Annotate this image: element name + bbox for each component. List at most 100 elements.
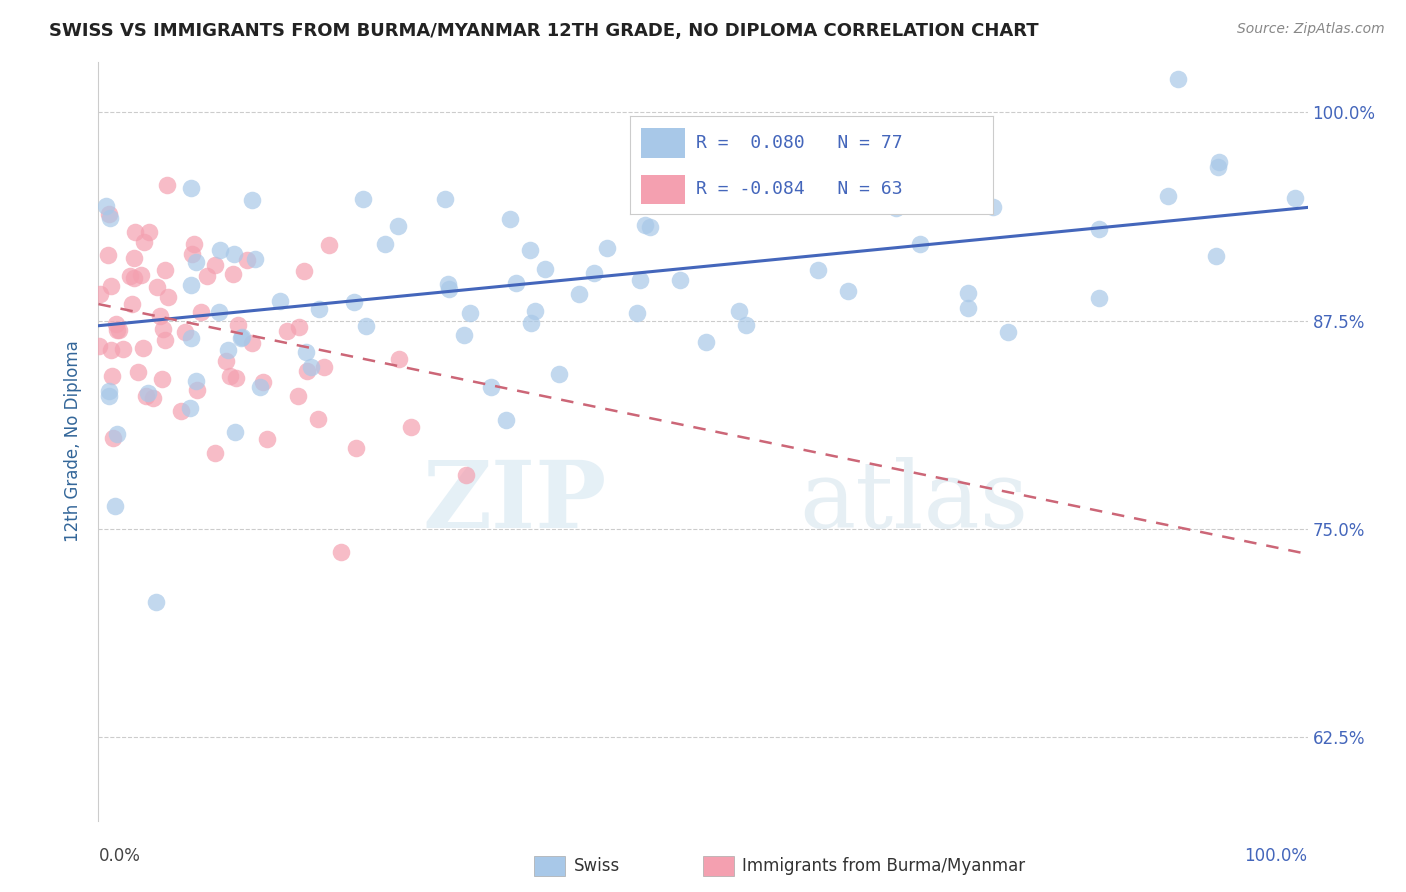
Point (388, 352, 411, 367)
Point (287, 389, 309, 403)
Point (100, 369, 122, 384)
Text: atlas: atlas (800, 458, 1029, 547)
Point (226, 318, 249, 332)
Text: Source: ZipAtlas.com: Source: ZipAtlas.com (1237, 22, 1385, 37)
Point (249, 379, 271, 393)
Point (956, 301, 979, 316)
Point (1088, 221, 1111, 235)
Point (127, 365, 149, 379)
Point (122, 251, 145, 265)
Point (100, 278, 122, 293)
Point (98, 207, 121, 221)
Text: 100.0%: 100.0% (1244, 847, 1308, 865)
Point (145, 595, 167, 609)
Point (495, 413, 517, 427)
Point (318, 238, 340, 252)
Point (1205, 250, 1227, 264)
Point (104, 318, 127, 332)
Point (1157, 189, 1180, 203)
Point (922, 181, 945, 195)
Point (329, 545, 352, 559)
Text: SWISS VS IMMIGRANTS FROM BURMA/MYANMAR 12TH GRADE, NO DIPLOMA CORRELATION CHART: SWISS VS IMMIGRANTS FROM BURMA/MYANMAR 1… (49, 22, 1039, 40)
Point (145, 279, 167, 293)
Point (342, 294, 364, 309)
Point (456, 467, 478, 482)
Point (153, 334, 176, 348)
Point (180, 278, 202, 293)
Point (374, 237, 396, 252)
Point (155, 263, 177, 277)
Point (453, 328, 475, 343)
Point (112, 342, 135, 356)
Point (387, 219, 409, 233)
Point (434, 192, 457, 206)
Point (208, 304, 231, 318)
Point (735, 318, 758, 332)
Point (225, 370, 247, 384)
Point (505, 277, 527, 291)
Point (122, 271, 145, 285)
Point (218, 369, 240, 384)
Point (156, 289, 179, 303)
Text: Immigrants from Burma/Myanmar: Immigrants from Burma/Myanmar (742, 857, 1025, 875)
Point (184, 375, 207, 389)
Point (222, 268, 245, 282)
Point (354, 318, 377, 333)
Point (138, 225, 160, 239)
Point (240, 336, 263, 351)
Point (104, 499, 127, 513)
Point (190, 305, 212, 319)
Point (498, 211, 520, 226)
Point (180, 331, 202, 345)
Point (184, 254, 207, 268)
Point (98, 211, 121, 225)
Point (132, 235, 155, 249)
Point (957, 286, 980, 301)
Point (548, 367, 571, 381)
Point (307, 411, 329, 425)
Point (120, 268, 142, 283)
Point (136, 385, 159, 400)
Point (108, 323, 131, 337)
Point (256, 432, 278, 446)
Point (925, 172, 948, 186)
Point (121, 297, 143, 311)
Point (295, 345, 318, 359)
Point (312, 359, 335, 374)
Point (295, 364, 318, 378)
Point (582, 266, 605, 280)
Point (520, 316, 543, 330)
Point (596, 241, 619, 255)
Point (910, 237, 932, 252)
Text: Swiss: Swiss (574, 857, 620, 875)
Point (727, 304, 749, 318)
Point (884, 202, 907, 216)
Point (215, 353, 238, 368)
Point (208, 243, 231, 257)
Y-axis label: 12th Grade, No Diploma: 12th Grade, No Diploma (65, 341, 83, 542)
Point (534, 262, 557, 277)
Point (204, 446, 226, 460)
Point (149, 310, 172, 324)
Point (287, 319, 309, 334)
Point (105, 426, 128, 441)
Point (669, 272, 692, 286)
Point (713, 179, 735, 194)
Point (243, 252, 266, 267)
Point (523, 304, 546, 318)
Point (197, 268, 219, 283)
Point (236, 252, 259, 267)
Point (180, 180, 202, 194)
Point (170, 404, 193, 418)
Point (695, 334, 717, 349)
Point (222, 247, 245, 261)
Point (89, 339, 111, 353)
Point (183, 237, 205, 252)
Point (150, 371, 173, 385)
Point (132, 341, 155, 355)
Point (519, 243, 541, 257)
Point (626, 306, 648, 320)
Point (1167, 72, 1189, 87)
Point (436, 277, 458, 292)
Point (229, 331, 252, 345)
